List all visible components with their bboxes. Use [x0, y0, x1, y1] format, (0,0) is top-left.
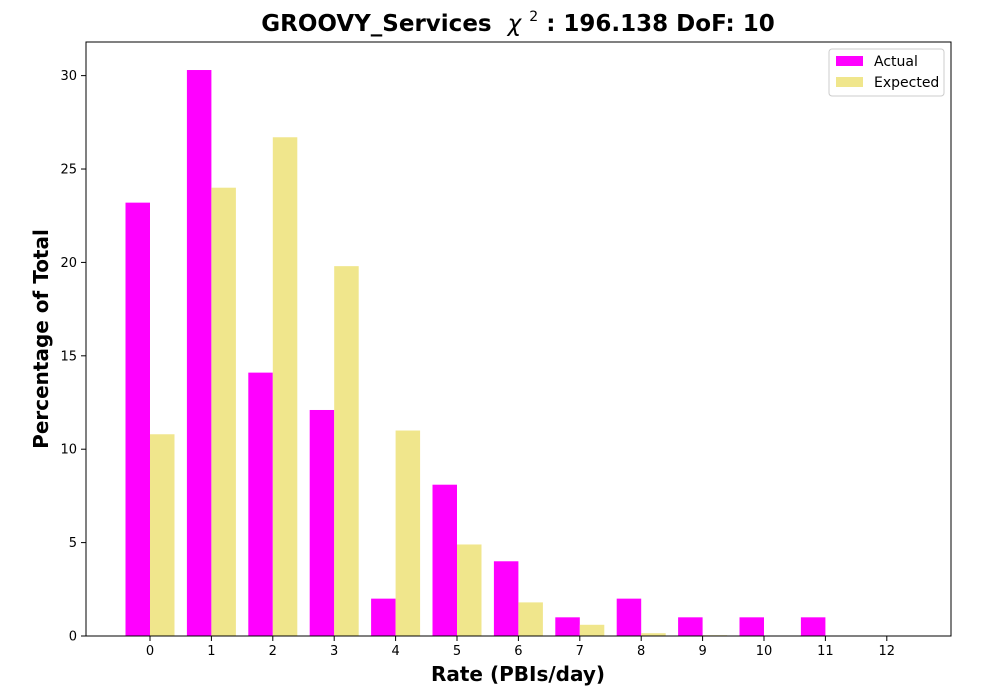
chart-title: GROOVY_Services χ 2 : 196.138 DoF: 10 — [261, 1, 774, 37]
bar-actual-9 — [678, 617, 703, 636]
bar-actual-0 — [125, 202, 150, 636]
y-tick-label-20: 20 — [60, 256, 77, 271]
bar-actual-1 — [186, 70, 212, 636]
y-tick-label-0: 0 — [69, 630, 77, 645]
y-tick-label-5: 5 — [69, 536, 77, 551]
bar-actual-8 — [616, 598, 642, 636]
x-tick-label-1: 1 — [207, 644, 215, 659]
x-tick-label-3: 3 — [330, 644, 338, 659]
chart-title-chi: χ — [506, 11, 523, 37]
y-tick-label-15: 15 — [60, 349, 77, 364]
legend-label-expected: Expected — [874, 75, 939, 91]
legend: Actual Expected — [828, 48, 945, 97]
y-tick-label-10: 10 — [60, 443, 77, 458]
bar-expected-8 — [641, 633, 666, 636]
y-tick-label-30: 30 — [60, 69, 77, 84]
x-tick-label-12: 12 — [879, 644, 896, 659]
bar-expected-7 — [579, 624, 605, 636]
x-tick-label-7: 7 — [576, 644, 584, 659]
bar-expected-5 — [457, 544, 482, 636]
x-tick-label-2: 2 — [269, 644, 277, 659]
x-tick-label-4: 4 — [391, 644, 399, 659]
bar-actual-7 — [555, 617, 580, 636]
y-axis-label: Percentage of Total — [29, 229, 53, 449]
x-axis-label: Rate (PBIs/day) — [431, 662, 605, 686]
y-tick-label-25: 25 — [60, 163, 77, 178]
chart-title-chi-exponent: 2 — [529, 9, 538, 25]
x-tick-label-6: 6 — [514, 644, 522, 659]
x-tick-label-10: 10 — [756, 644, 773, 659]
bar-actual-11 — [800, 617, 826, 636]
x-tick-label-0: 0 — [146, 644, 154, 659]
bar-actual-2 — [248, 372, 273, 636]
legend-swatch-expected — [836, 77, 863, 87]
chart-title-suffix: : 196.138 DoF: 10 — [546, 11, 775, 37]
legend-swatch-actual — [836, 56, 863, 66]
bar-actual-6 — [493, 561, 519, 636]
bar-expected-6 — [518, 602, 543, 636]
bar-expected-1 — [211, 187, 236, 636]
bar-expected-3 — [334, 266, 359, 636]
bar-expected-4 — [395, 430, 421, 636]
x-tick-label-11: 11 — [817, 644, 834, 659]
bar-actual-10 — [739, 617, 764, 636]
x-tick-label-9: 9 — [698, 644, 706, 659]
bar-actual-5 — [432, 484, 457, 636]
chart-title-main: GROOVY_Services — [261, 11, 491, 37]
bar-expected-0 — [150, 434, 175, 636]
bar-actual-4 — [371, 598, 396, 636]
x-tick-label-8: 8 — [637, 644, 645, 659]
bar-expected-2 — [272, 137, 298, 636]
legend-label-actual: Actual — [874, 54, 918, 70]
bar-actual-3 — [309, 409, 335, 636]
x-tick-label-5: 5 — [453, 644, 461, 659]
